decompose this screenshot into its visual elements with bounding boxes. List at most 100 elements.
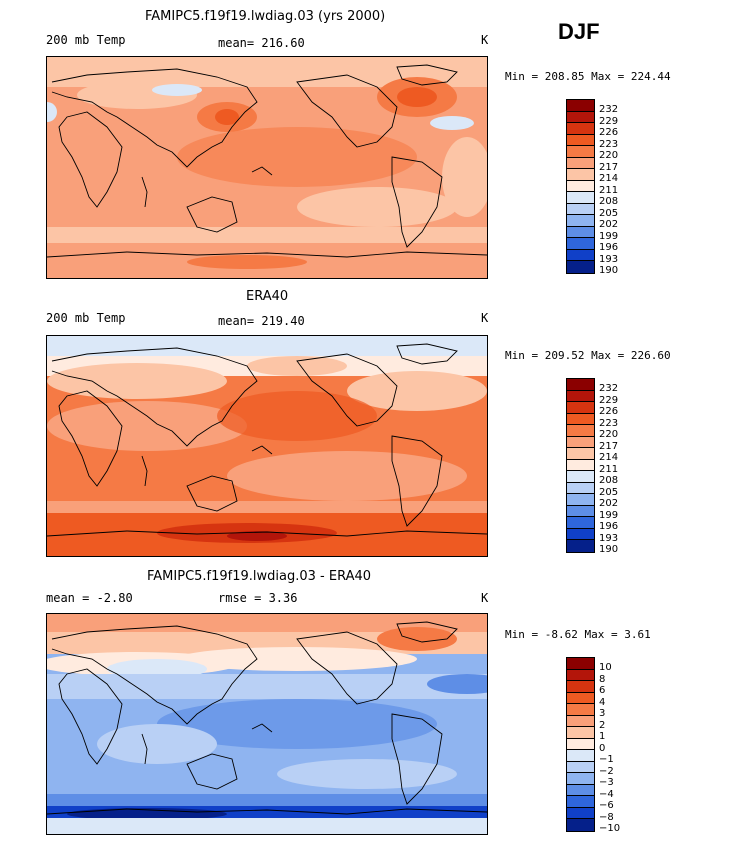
colorbar-tick-label: 229 — [599, 115, 619, 127]
colorbar-tick-label: 232 — [599, 383, 619, 394]
panel3-map — [46, 613, 488, 835]
panel3-units: K — [481, 591, 489, 605]
panel3-rmse-label: rmse = 3.36 — [218, 591, 298, 605]
colorbar-tick-label: −4 — [599, 788, 614, 800]
panel1-colorbar-swatch — [567, 123, 594, 135]
panel3-mean-label: mean = -2.80 — [46, 591, 133, 605]
panel1-colorbar — [566, 99, 595, 274]
panel3-colorbar-swatch — [567, 761, 594, 773]
panel2-colorbar-swatch — [567, 471, 594, 483]
colorbar-tick-label: 220 — [599, 150, 619, 161]
panel2-colorbar-swatch — [567, 528, 594, 540]
season-label: DJF — [558, 19, 600, 44]
panel2-colorbar-swatch — [567, 402, 594, 414]
colorbar-tick-label: −2 — [599, 765, 614, 777]
colorbar-tick-label: 223 — [599, 138, 619, 150]
panel2-colorbar-swatch — [567, 448, 594, 460]
colorbar-tick-label: 202 — [599, 219, 619, 230]
colorbar-tick-label: 211 — [599, 184, 619, 196]
panel3-min-max: Min = -8.62 Max = 3.61 — [505, 628, 651, 641]
colorbar-tick-label: 229 — [599, 394, 619, 406]
panel3-colorbar-labels: 10 8 6 4 3 2 1 0 −1 −2 −3 −4 −6 −8 −10 — [599, 662, 620, 835]
colorbar-tick-label: 3 — [599, 708, 606, 719]
panel1-variable-label: 200 mb Temp — [46, 33, 126, 47]
panel3-colorbar-swatch — [567, 784, 594, 796]
colorbar-tick-label: 196 — [599, 521, 619, 532]
colorbar-tick-label: −8 — [599, 811, 614, 823]
panel2-colorbar-swatch — [567, 494, 594, 506]
panel3-colorbar-swatch — [567, 669, 594, 681]
panel1-title: FAMIPC5.f19f19.lwdiag.03 (yrs 2000) — [145, 9, 386, 24]
panel2-colorbar-swatch — [567, 413, 594, 425]
panel1-min-max: Min = 208.85 Max = 224.44 — [505, 70, 671, 83]
panel3-colorbar — [566, 657, 595, 832]
panel1-units: K — [481, 33, 489, 47]
panel1-colorbar-swatch — [567, 111, 594, 123]
panel3-colorbar-swatch — [567, 681, 594, 693]
panel1-colorbar-swatch — [567, 238, 594, 250]
panel1-colorbar-swatch — [567, 169, 594, 181]
colorbar-tick-label: 205 — [599, 207, 619, 219]
panel1-colorbar-swatch — [567, 157, 594, 169]
colorbar-tick-label: 202 — [599, 498, 619, 509]
colorbar-tick-label: 8 — [599, 673, 606, 685]
panel1-colorbar-swatch — [567, 146, 594, 158]
panel2-units: K — [481, 311, 489, 325]
panel2-title: ERA40 — [246, 289, 289, 304]
panel2-colorbar-swatch — [567, 436, 594, 448]
panel2-map — [46, 335, 488, 557]
panel2-colorbar-swatch — [567, 482, 594, 494]
panel2-colorbar-swatch — [567, 505, 594, 517]
panel3-colorbar-swatch — [567, 704, 594, 716]
panel2-colorbar — [566, 378, 595, 553]
colorbar-tick-label: 214 — [599, 173, 619, 184]
panel1-colorbar-swatch — [567, 203, 594, 215]
colorbar-tick-label: 214 — [599, 452, 619, 463]
panel2-colorbar-swatch — [567, 425, 594, 437]
panel2-colorbar-swatch — [567, 540, 594, 552]
colorbar-tick-label: 226 — [599, 406, 619, 417]
colorbar-tick-label: −10 — [599, 823, 621, 834]
colorbar-tick-label: 217 — [599, 440, 619, 452]
panel3-colorbar-swatch — [567, 773, 594, 785]
panel3-colorbar-swatch — [567, 796, 594, 808]
colorbar-tick-label: 193 — [599, 532, 619, 544]
panel3-title: FAMIPC5.f19f19.lwdiag.03 - ERA40 — [147, 569, 372, 584]
panel1-colorbar-labels: 232 229 226 223 220 217 214 211 208 205 … — [599, 104, 618, 277]
colorbar-tick-label: 208 — [599, 475, 619, 486]
colorbar-tick-label: 226 — [599, 127, 619, 138]
panel3-colorbar-swatch — [567, 819, 594, 831]
panel2-colorbar-swatch — [567, 459, 594, 471]
panel1-colorbar-swatch — [567, 192, 594, 204]
colorbar-tick-label: 196 — [599, 242, 619, 253]
panel2-mean-label: mean= 219.40 — [218, 314, 305, 328]
panel1-colorbar-swatch — [567, 134, 594, 146]
colorbar-tick-label: 1 — [599, 731, 606, 742]
panel2-colorbar-swatch — [567, 390, 594, 402]
panel2-variable-label: 200 mb Temp — [46, 311, 126, 325]
panel3-colorbar-swatch — [567, 715, 594, 727]
panel2-colorbar-swatch — [567, 379, 594, 391]
colorbar-tick-label: −1 — [599, 754, 614, 765]
colorbar-tick-label: 211 — [599, 463, 619, 475]
panel1-colorbar-swatch — [567, 261, 594, 273]
panel1-map — [46, 56, 488, 279]
colorbar-tick-label: 0 — [599, 742, 606, 754]
colorbar-tick-label: 190 — [599, 544, 619, 555]
colorbar-tick-label: −3 — [599, 777, 614, 788]
panel2-colorbar-labels: 232 229 226 223 220 217 214 211 208 205 … — [599, 383, 618, 556]
panel1-mean-label: mean= 216.60 — [218, 36, 305, 50]
panel3-colorbar-swatch — [567, 750, 594, 762]
colorbar-tick-label: 4 — [599, 696, 606, 708]
colorbar-tick-label: 190 — [599, 265, 619, 276]
colorbar-tick-label: 2 — [599, 719, 606, 731]
panel1-colorbar-swatch — [567, 249, 594, 261]
colorbar-tick-label: 10 — [599, 662, 612, 673]
colorbar-tick-label: 193 — [599, 253, 619, 265]
panel3-colorbar-swatch — [567, 692, 594, 704]
panel2-min-max: Min = 209.52 Max = 226.60 — [505, 349, 671, 362]
panel1-colorbar-swatch — [567, 226, 594, 238]
colorbar-tick-label: 199 — [599, 230, 619, 242]
panel3-colorbar-swatch — [567, 807, 594, 819]
colorbar-tick-label: 199 — [599, 509, 619, 521]
